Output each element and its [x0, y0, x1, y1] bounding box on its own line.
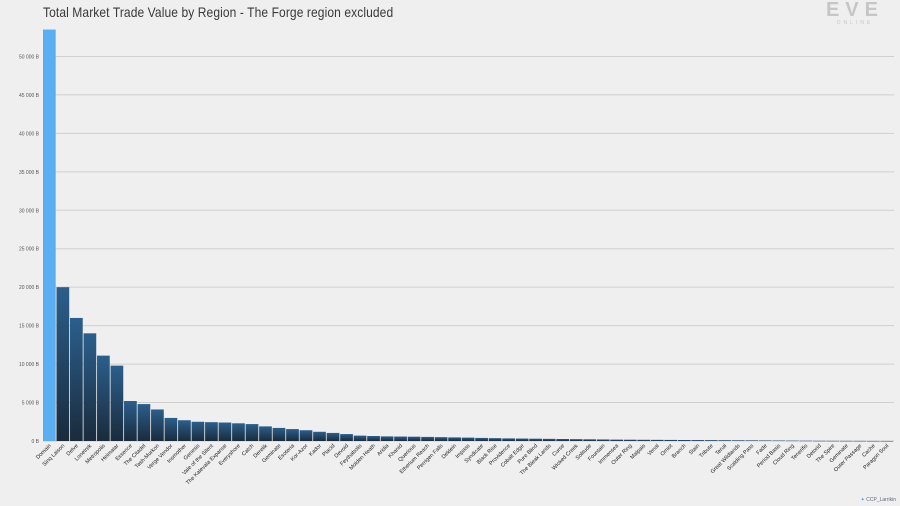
bar: [758, 440, 772, 441]
bar: [43, 29, 56, 441]
y-tick-label: 25 000 B: [19, 247, 40, 253]
bar: [623, 439, 637, 441]
bar: [151, 409, 164, 441]
bars: [43, 29, 894, 442]
bar: [704, 440, 718, 441]
y-tick-label: 35 000 B: [19, 170, 40, 176]
bar: [407, 436, 421, 441]
x-category-label: Venal: [647, 443, 661, 457]
bar: [556, 439, 570, 441]
y-tick-label: 10 000 B: [19, 362, 40, 368]
bar: [83, 333, 97, 441]
logo-mark: EVE: [825, 0, 884, 21]
bar: [299, 430, 313, 441]
y-tick-label: 50 000 B: [19, 54, 40, 60]
bar: [569, 439, 583, 441]
bar: [232, 423, 245, 441]
bar: [218, 422, 232, 441]
bar: [799, 440, 813, 442]
bar: [326, 432, 340, 441]
bar: [475, 437, 488, 441]
y-tick-label: 5 000 B: [22, 401, 40, 407]
bar: [205, 422, 218, 441]
credit: ✦ CCP_Larrikin: [861, 497, 896, 503]
bar: [691, 440, 705, 441]
y-axis-ticks: 0 B 5 000 B 10 000 B 15 000 B 20 000 B 25 000…: [19, 54, 40, 445]
bar: [191, 421, 205, 441]
bar: [259, 426, 272, 441]
y-tick-label: 0 B: [31, 439, 39, 445]
bar: [70, 317, 83, 441]
bar: [529, 438, 542, 441]
bar: [650, 439, 664, 441]
gridlines: [43, 55, 894, 442]
twitter-bird-icon: ✦: [860, 497, 865, 503]
bar: [340, 434, 353, 441]
bar: [731, 440, 745, 441]
bar: [124, 401, 137, 441]
bar: [245, 424, 259, 441]
bar: [164, 417, 178, 441]
bar: [772, 440, 786, 442]
x-category-label: Malpais: [629, 443, 647, 461]
x-category-label: Branch: [671, 443, 688, 460]
bar: [785, 440, 799, 442]
bar: [853, 440, 867, 442]
bar: [97, 355, 110, 441]
bar: [637, 439, 651, 441]
y-tick-label: 30 000 B: [19, 208, 40, 214]
logo-subtitle: ONLINE: [836, 20, 874, 26]
bar: [56, 287, 70, 441]
bar: [583, 439, 597, 441]
bar: [610, 439, 624, 441]
y-tick-label: 45 000 B: [19, 93, 40, 99]
bar: [488, 438, 502, 441]
chart-title: Total Market Trade Value by Region - The…: [43, 4, 394, 20]
bar: [461, 437, 475, 441]
bar: [677, 440, 691, 441]
bar: [380, 436, 394, 441]
credit-handle: CCP_Larrikin: [866, 497, 896, 503]
y-tick-label: 15 000 B: [19, 324, 40, 330]
bar: [137, 404, 151, 441]
x-category-label: Kador: [308, 443, 323, 458]
bar: [286, 429, 299, 441]
y-tick-label: 20 000 B: [19, 285, 40, 291]
bar: [502, 438, 515, 441]
bar: [434, 437, 448, 441]
bar: [664, 439, 678, 441]
eve-online-logo: EVE ONLINE: [826, 0, 884, 26]
bar: [272, 427, 286, 441]
bar: [812, 440, 826, 442]
bar: [110, 365, 124, 441]
bar: [421, 436, 434, 441]
bar: [515, 438, 529, 441]
bar: [313, 431, 326, 441]
bar: [542, 438, 556, 441]
bar: [866, 440, 880, 442]
bar: [596, 439, 610, 441]
x-category-label: Tribute: [698, 443, 714, 459]
bar: [178, 420, 191, 441]
bar: [448, 437, 461, 441]
bar: [718, 440, 732, 441]
bar: [745, 440, 759, 441]
bar: [826, 440, 840, 442]
bar: [839, 440, 853, 442]
bar: [367, 436, 380, 441]
y-tick-label: 40 000 B: [19, 131, 40, 137]
bar: [353, 435, 367, 441]
bar: [394, 436, 407, 441]
bar: [880, 440, 894, 442]
